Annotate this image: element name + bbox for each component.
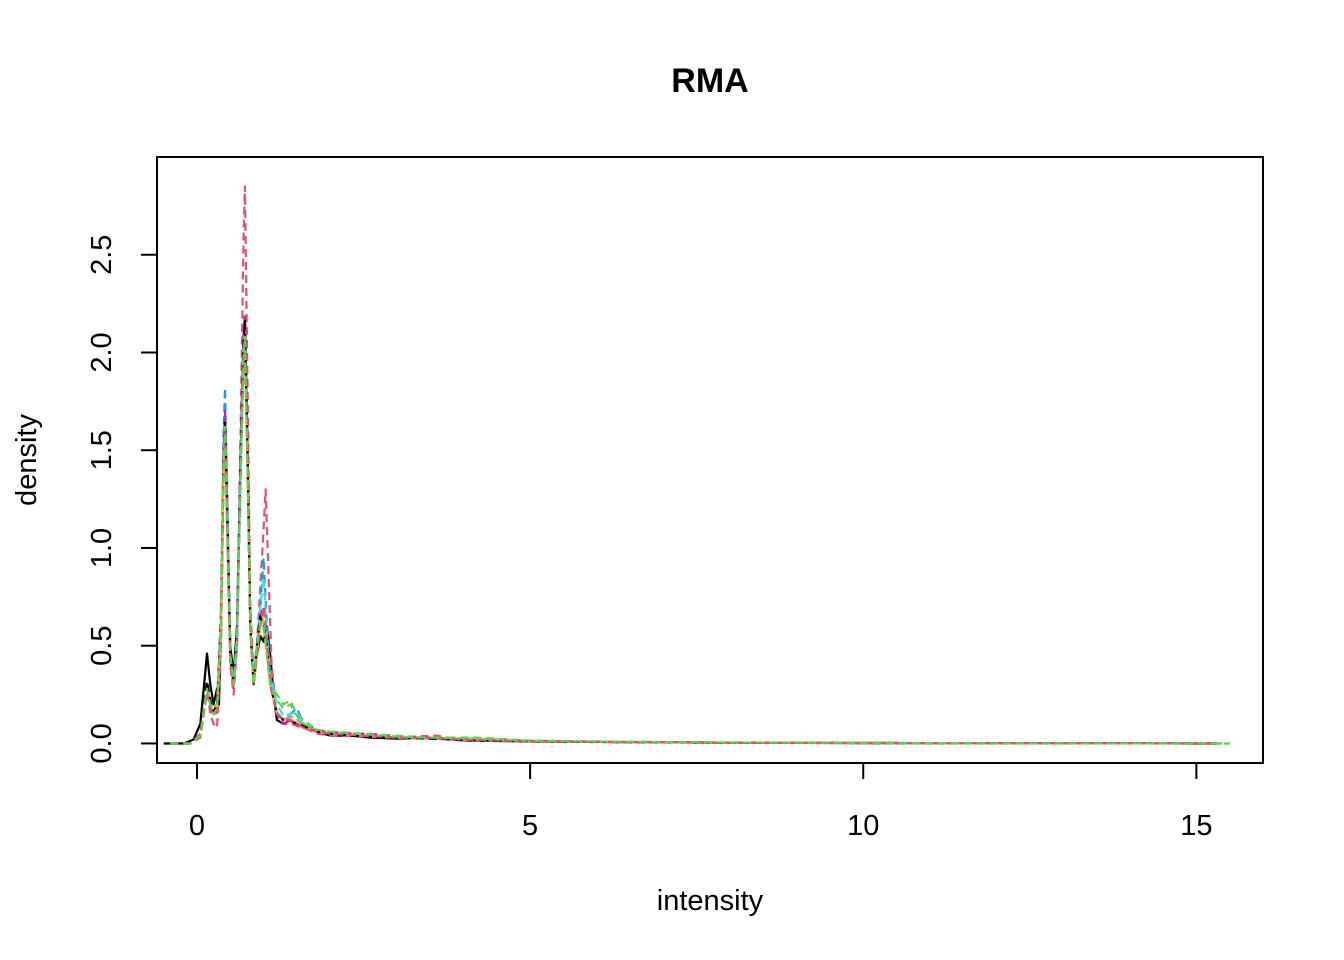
y-tick-label: 0.5	[86, 626, 118, 666]
density-series-7	[170, 331, 1217, 745]
y-tick-label: 1.0	[86, 528, 118, 568]
x-tick-label: 0	[189, 810, 205, 842]
density-series-10	[170, 341, 1217, 745]
y-axis-label: density	[11, 414, 43, 506]
x-tick-label: 15	[1180, 810, 1212, 842]
density-series-2	[170, 185, 1224, 745]
density-series-11	[170, 335, 1230, 745]
density-series-3	[170, 341, 1230, 745]
series-layer	[163, 185, 1230, 745]
y-tick-label: 1.5	[86, 430, 118, 470]
plot-frame	[156, 156, 1264, 764]
y-tick-label: 2.5	[86, 235, 118, 275]
x-axis: 0 5 10 15	[189, 762, 1213, 842]
density-series-6	[170, 312, 1217, 745]
x-tick-label: 10	[847, 810, 879, 842]
x-axis-label: intensity	[657, 885, 764, 917]
x-tick-label: 5	[522, 810, 538, 842]
density-series-8	[170, 327, 1217, 745]
density-series-4	[170, 331, 1217, 745]
chart-title: RMA	[671, 62, 748, 100]
y-tick-label: 2.0	[86, 332, 118, 372]
y-axis: 0.0 0.5 1.0 1.5 2.0 2.5	[86, 235, 158, 764]
y-tick-label: 0.0	[86, 723, 118, 763]
density-series-5	[170, 322, 1217, 745]
density-series-9	[170, 320, 1217, 745]
density-series-1	[163, 316, 1217, 745]
